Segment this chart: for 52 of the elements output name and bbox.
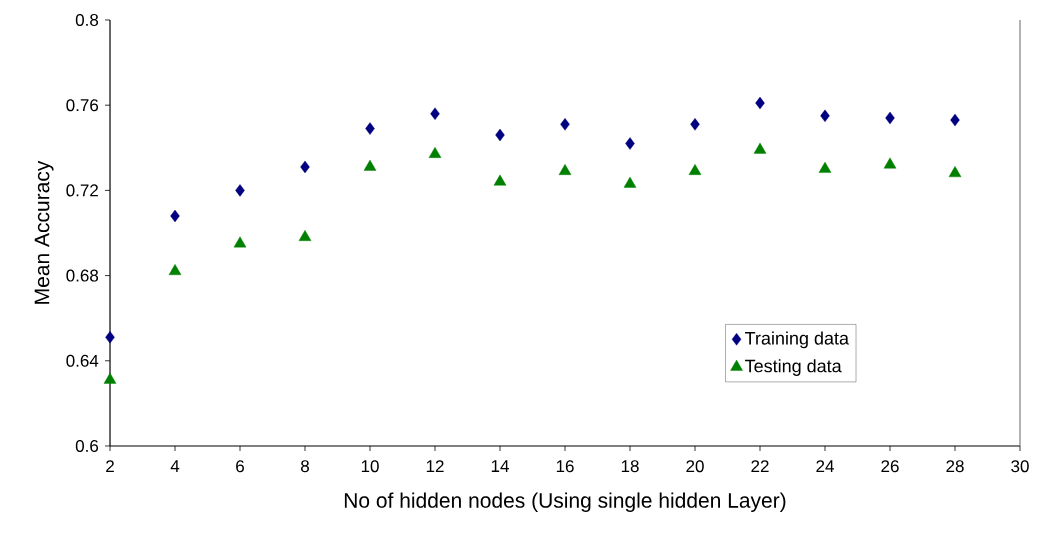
x-tick-label: 6 (236, 460, 244, 473)
point (430, 107, 440, 120)
x-tick-label: 28 (946, 460, 964, 473)
point (235, 184, 245, 197)
legend-label: Training data (745, 331, 849, 349)
y-tick-label: 0.76 (66, 99, 99, 112)
x-tick-label: 8 (301, 460, 309, 473)
point (103, 372, 117, 384)
point (948, 166, 962, 178)
point (625, 137, 635, 150)
point (168, 264, 182, 276)
y-tick-label: 0.8 (75, 13, 99, 27)
point (818, 161, 832, 173)
point (558, 164, 572, 175)
point (363, 159, 377, 171)
y-tick-label: 0.72 (66, 184, 98, 197)
x-tick-label: 12 (426, 460, 444, 473)
point (820, 109, 830, 123)
x-tick-label: 2 (106, 460, 114, 473)
y-axis-title: Mean Accuracy (34, 160, 54, 304)
point (755, 96, 765, 110)
legend-label: Testing data (745, 359, 842, 376)
point (233, 236, 247, 248)
point (950, 113, 960, 127)
y-tick-label: 0.68 (66, 269, 99, 282)
point (300, 160, 310, 174)
point (365, 122, 375, 135)
point (885, 111, 895, 125)
point (298, 230, 312, 241)
x-tick-label: 20 (686, 460, 704, 473)
y-tick-label: 0.6 (75, 439, 99, 453)
x-tick-label: 14 (491, 460, 509, 472)
point (688, 164, 702, 175)
point (623, 176, 637, 188)
point (690, 118, 700, 131)
point (883, 157, 897, 169)
x-tick-label: 24 (816, 460, 834, 473)
point (493, 174, 507, 186)
x-tick-label: 18 (621, 460, 639, 473)
point (428, 146, 442, 158)
y-tick-label: 0.64 (66, 354, 99, 367)
x-tick-label: 4 (170, 460, 180, 472)
x-tick-label: 10 (361, 460, 379, 473)
x-tick-label: 30 (1011, 460, 1029, 473)
x-axis-title: No of hidden nodes (Using single hidden Layer) (344, 492, 786, 512)
x-tick-label: 26 (881, 460, 899, 473)
x-tick-label: 22 (751, 460, 769, 473)
point (495, 128, 505, 142)
x-tick-label: 16 (556, 460, 574, 473)
point (560, 118, 570, 131)
point (170, 209, 180, 223)
point (753, 142, 767, 154)
